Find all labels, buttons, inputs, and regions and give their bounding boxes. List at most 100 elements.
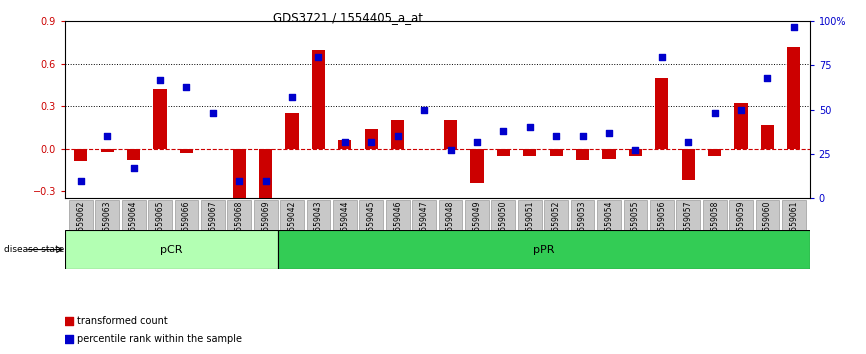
FancyBboxPatch shape (175, 200, 198, 262)
Text: GSM559068: GSM559068 (235, 201, 243, 247)
Point (365, 139, 378, 144)
Text: GSM559062: GSM559062 (76, 201, 85, 247)
Bar (391, 120, 404, 149)
FancyBboxPatch shape (598, 200, 621, 262)
Bar (312, 50, 325, 149)
Bar (734, 103, 747, 149)
Text: transformed count: transformed count (77, 316, 167, 326)
Text: GSM559049: GSM559049 (473, 201, 481, 247)
Point (655, 54, 669, 59)
Bar (761, 125, 774, 149)
Text: GSM559069: GSM559069 (262, 201, 270, 247)
Bar (708, 149, 721, 156)
Bar (576, 149, 589, 160)
Point (549, 133, 563, 139)
Bar (286, 113, 299, 149)
Point (760, 75, 774, 81)
Text: GSM559045: GSM559045 (367, 201, 376, 247)
Bar (259, 149, 272, 202)
Bar (127, 149, 140, 160)
Text: GSM559052: GSM559052 (552, 201, 560, 247)
Text: pPR: pPR (533, 245, 554, 255)
FancyBboxPatch shape (650, 200, 674, 262)
Text: GSM559060: GSM559060 (763, 201, 772, 247)
FancyBboxPatch shape (65, 230, 278, 269)
Text: GSM559057: GSM559057 (684, 201, 693, 247)
Point (629, 148, 643, 153)
FancyBboxPatch shape (676, 200, 700, 262)
Point (338, 139, 352, 144)
Bar (365, 129, 378, 149)
FancyBboxPatch shape (702, 200, 727, 262)
Text: GSM559054: GSM559054 (604, 201, 613, 247)
Text: GSM559056: GSM559056 (657, 201, 666, 247)
Text: GSM559047: GSM559047 (420, 201, 429, 247)
Point (443, 148, 457, 153)
Text: GSM559061: GSM559061 (790, 201, 798, 247)
FancyBboxPatch shape (201, 200, 225, 262)
Text: GSM559053: GSM559053 (578, 201, 587, 247)
Text: GSM559059: GSM559059 (737, 201, 746, 247)
Bar (603, 149, 616, 159)
FancyBboxPatch shape (439, 200, 462, 262)
Bar (180, 149, 193, 153)
FancyBboxPatch shape (333, 200, 357, 262)
Bar (523, 149, 536, 156)
Point (470, 139, 484, 144)
Point (285, 95, 299, 100)
Point (734, 107, 748, 113)
Text: GSM559051: GSM559051 (526, 201, 534, 247)
FancyBboxPatch shape (465, 200, 488, 262)
Point (62, 336, 76, 342)
Text: GSM559044: GSM559044 (340, 201, 349, 247)
FancyBboxPatch shape (782, 200, 805, 262)
Text: GSM559050: GSM559050 (499, 201, 507, 247)
FancyBboxPatch shape (122, 200, 145, 262)
FancyBboxPatch shape (359, 200, 383, 262)
FancyBboxPatch shape (624, 200, 647, 262)
Bar (100, 149, 113, 152)
FancyBboxPatch shape (95, 200, 120, 262)
FancyBboxPatch shape (228, 200, 251, 262)
Point (602, 130, 616, 136)
Point (708, 110, 721, 116)
Point (259, 178, 273, 183)
Bar (787, 47, 800, 149)
Text: GDS3721 / 1554405_a_at: GDS3721 / 1554405_a_at (273, 11, 423, 24)
FancyBboxPatch shape (545, 200, 568, 262)
Bar (656, 78, 669, 149)
Text: GSM559058: GSM559058 (710, 201, 719, 247)
Text: GSM559048: GSM559048 (446, 201, 455, 247)
FancyBboxPatch shape (148, 200, 172, 262)
Point (100, 133, 114, 139)
Point (496, 128, 510, 134)
FancyBboxPatch shape (755, 200, 779, 262)
Point (206, 110, 220, 116)
Point (232, 178, 246, 183)
FancyBboxPatch shape (492, 200, 515, 262)
FancyBboxPatch shape (254, 200, 277, 262)
Bar (444, 120, 457, 149)
Bar (497, 149, 510, 156)
Point (391, 133, 404, 139)
Text: GSM559065: GSM559065 (156, 201, 165, 247)
Point (153, 77, 167, 82)
Text: GSM559042: GSM559042 (288, 201, 296, 247)
Text: percentile rank within the sample: percentile rank within the sample (77, 334, 242, 344)
FancyBboxPatch shape (281, 200, 304, 262)
Point (126, 165, 140, 171)
Point (787, 24, 801, 29)
Bar (470, 149, 483, 183)
Bar (339, 140, 352, 149)
Point (682, 139, 695, 144)
Point (62, 318, 76, 324)
FancyBboxPatch shape (278, 230, 810, 269)
Point (576, 133, 590, 139)
Bar (550, 149, 563, 156)
Bar (153, 89, 166, 149)
FancyBboxPatch shape (518, 200, 541, 262)
Text: GSM559066: GSM559066 (182, 201, 191, 247)
Text: disease state: disease state (4, 245, 65, 254)
Point (312, 54, 326, 59)
Bar (233, 149, 246, 198)
